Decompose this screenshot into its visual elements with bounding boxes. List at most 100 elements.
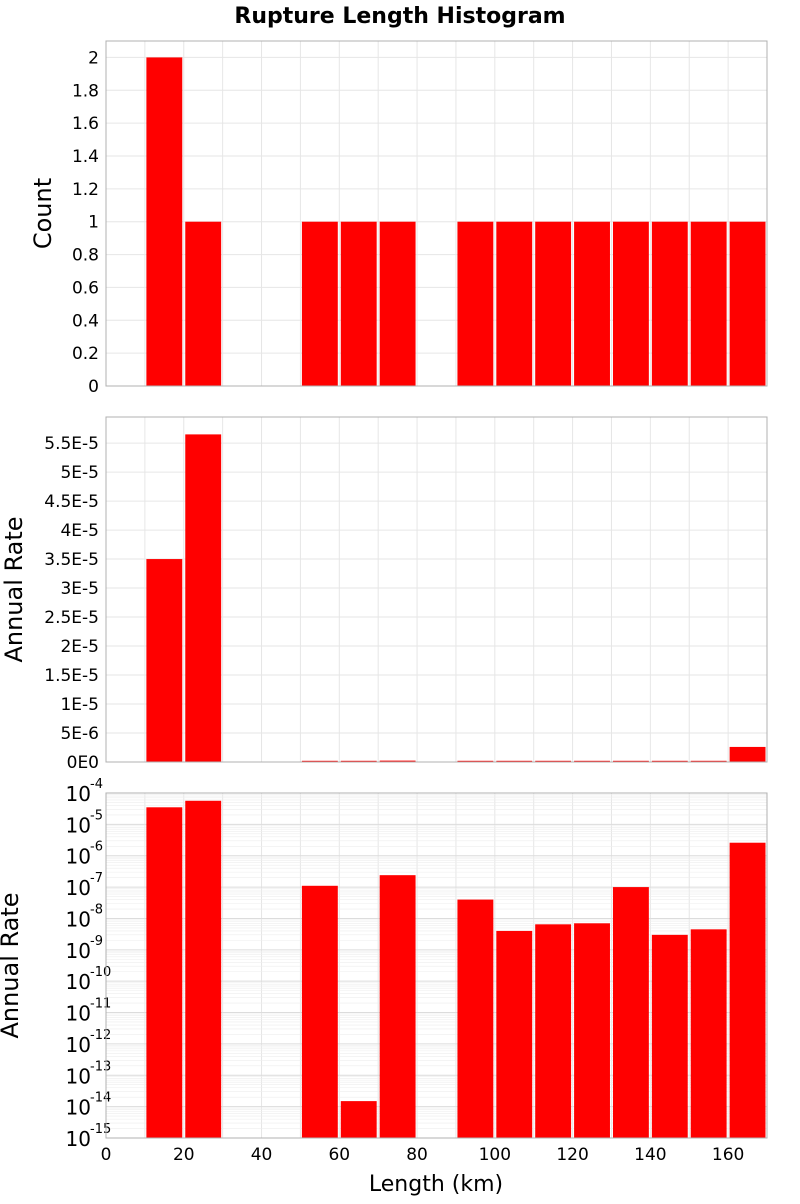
y-tick-exponent: -5 [90, 808, 103, 823]
y-tick-exponent: -7 [90, 871, 103, 886]
y-tick-label: 3E-5 [60, 579, 99, 599]
histogram-bar [340, 760, 377, 762]
y-tick-label: 1.5E-5 [44, 666, 99, 686]
y-tick-label: 5E-5 [60, 463, 99, 483]
chart-title: Rupture Length Histogram [234, 4, 565, 29]
histogram-bar [301, 760, 338, 762]
y-tick-label: 0.4 [72, 311, 99, 331]
y-tick-label: 2E-5 [60, 637, 99, 657]
histogram-bar [379, 221, 416, 386]
y-tick-exponent: -14 [90, 1091, 111, 1106]
histogram-bar [457, 221, 494, 386]
y-tick-label: 4.5E-5 [44, 492, 99, 512]
histogram-bar [612, 887, 649, 1138]
histogram-bar [185, 800, 222, 1138]
x-tick-label: 60 [328, 1145, 350, 1165]
y-tick-label: 0E0 [67, 753, 99, 773]
histogram-bar [535, 924, 572, 1138]
histogram-bar [146, 57, 183, 387]
histogram-bar [574, 221, 610, 386]
histogram-bar [496, 760, 533, 762]
histogram-bar [146, 807, 183, 1138]
x-tick-label: 160 [712, 1145, 744, 1165]
y-tick-label: 10 [66, 1096, 91, 1120]
y-tick-label: 2 [88, 48, 99, 68]
histogram-bar [185, 221, 222, 386]
x-axis-label: Length (km) [369, 1172, 503, 1197]
histogram-bar [651, 934, 688, 1138]
y-tick-exponent: -8 [90, 902, 103, 917]
histogram-bar [340, 1101, 377, 1138]
y-tick-label: 10 [66, 970, 91, 994]
histogram-bar [690, 221, 727, 386]
plot-frame [105, 416, 768, 763]
y-tick-label: 4E-5 [60, 521, 99, 541]
histogram-bar [301, 885, 338, 1138]
histogram-bar [535, 221, 572, 386]
y-tick-exponent: -4 [90, 777, 103, 792]
y-tick-exponent: -15 [90, 1122, 111, 1137]
y-tick-label: 5E-6 [60, 724, 99, 744]
y-tick-label: 10 [66, 845, 91, 869]
histogram-bar [651, 221, 688, 386]
histogram-bar [729, 842, 766, 1138]
y-tick-label: 10 [66, 813, 91, 837]
y-tick-label: 0.8 [72, 246, 99, 266]
y-tick-label: 1 [88, 213, 99, 233]
histogram-bar [690, 929, 727, 1138]
y-tick-label: 1.8 [72, 81, 99, 101]
y-tick-exponent: -6 [90, 840, 103, 855]
plot-frame [105, 40, 768, 387]
x-tick-label: 0 [101, 1145, 112, 1165]
x-tick-label: 140 [634, 1145, 666, 1165]
x-tick-label: 80 [406, 1145, 428, 1165]
y-tick-label: 10 [66, 907, 91, 931]
y-tick-label: 10 [66, 1064, 91, 1088]
histogram-bar [185, 434, 222, 762]
histogram-bar [612, 221, 649, 386]
histogram-bar [146, 559, 183, 762]
x-tick-label: 20 [173, 1145, 195, 1165]
y-tick-label: 0.6 [72, 278, 99, 298]
histogram-bar [729, 746, 766, 762]
histogram-bar [651, 760, 688, 762]
y-tick-label: 5.5E-5 [44, 434, 99, 454]
histogram-bar [574, 923, 610, 1138]
histogram-bar [535, 760, 572, 762]
y-tick-label: 10 [66, 876, 91, 900]
histogram-bar [690, 760, 727, 762]
y-tick-label: 1.6 [72, 114, 99, 134]
x-tick-label: 120 [556, 1145, 588, 1165]
y-tick-label: 10 [66, 1033, 91, 1057]
y-tick-exponent: -9 [90, 934, 103, 949]
histogram-bar [379, 875, 416, 1138]
y-tick-exponent: -11 [90, 997, 111, 1012]
y-tick-exponent: -12 [90, 1028, 111, 1043]
y-tick-exponent: -13 [90, 1059, 111, 1074]
histogram-bar [379, 760, 416, 762]
histogram-bar [340, 221, 377, 386]
y-tick-label: 10 [66, 1127, 91, 1151]
histogram-bar [574, 760, 610, 762]
histogram-bar [496, 221, 533, 386]
y-tick-label: 1.2 [72, 180, 99, 200]
y-tick-exponent: -10 [90, 965, 111, 980]
x-tick-label: 40 [251, 1145, 273, 1165]
histogram-bar [496, 930, 533, 1138]
y-tick-label: 0.2 [72, 344, 99, 364]
histogram-bar [612, 760, 649, 762]
y-tick-label: 10 [66, 782, 91, 806]
y-tick-label: 1.4 [72, 147, 99, 167]
y-tick-label: 2.5E-5 [44, 608, 99, 628]
x-tick-label: 100 [479, 1145, 511, 1165]
y-axis-label: Count [29, 178, 57, 249]
histogram-bar [457, 760, 494, 762]
y-axis-label: Annual Rate [0, 892, 24, 1038]
y-tick-label: 10 [66, 939, 91, 963]
plot-frame [105, 792, 768, 1139]
y-tick-label: 1E-5 [60, 695, 99, 715]
histogram-bar [457, 899, 494, 1138]
y-tick-label: 0 [88, 377, 99, 397]
